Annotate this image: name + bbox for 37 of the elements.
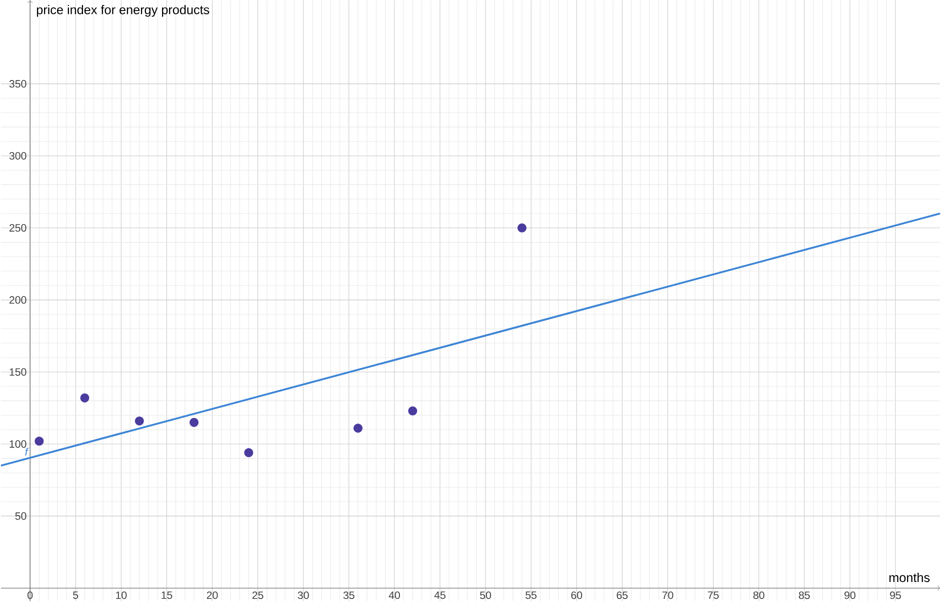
x-tick-label: 90	[844, 591, 856, 599]
x-tick-label: 35	[343, 591, 354, 599]
x-tick-label: 50	[480, 591, 492, 599]
point	[517, 223, 526, 232]
y-tick-label: 50	[15, 512, 26, 520]
x-tick-label: 70	[662, 591, 674, 599]
x-tick-label: 60	[571, 591, 582, 599]
point	[244, 448, 254, 457]
y-tick-label: 200	[9, 296, 26, 304]
x-tick-label: 45	[434, 591, 446, 599]
point	[353, 423, 363, 432]
point	[190, 418, 199, 427]
x-axis-title: months	[889, 572, 930, 582]
x-tick-label: 10	[116, 591, 127, 599]
point	[408, 406, 418, 416]
x-tick-label: 85	[798, 591, 810, 599]
x-tick-label: 40	[388, 591, 400, 599]
point	[134, 416, 144, 426]
x-tick-label: 80	[753, 591, 764, 599]
y-tick-label: 350	[9, 80, 26, 88]
point	[34, 436, 44, 446]
y-axis-title: price index for energy products	[36, 4, 210, 17]
y-tick-label: 100	[10, 440, 26, 448]
x-tick-label: 95	[890, 591, 901, 599]
x-tick-label: 25	[252, 591, 264, 599]
y-tick-label: 300	[9, 152, 26, 160]
x-tick-label: 75	[708, 591, 719, 599]
x-tick-label: 55	[526, 591, 537, 599]
x-tick-label: 15	[162, 591, 172, 599]
x-tick-label: 5	[73, 591, 78, 599]
x-tick-label: 30	[298, 591, 309, 599]
y-tick-label: 250	[9, 224, 26, 232]
x-tick-label: 65	[616, 591, 628, 599]
y-tick-label: 150	[10, 368, 26, 376]
x-tick-label: 20	[206, 591, 218, 599]
series-label: f	[25, 448, 29, 456]
point	[80, 393, 90, 402]
